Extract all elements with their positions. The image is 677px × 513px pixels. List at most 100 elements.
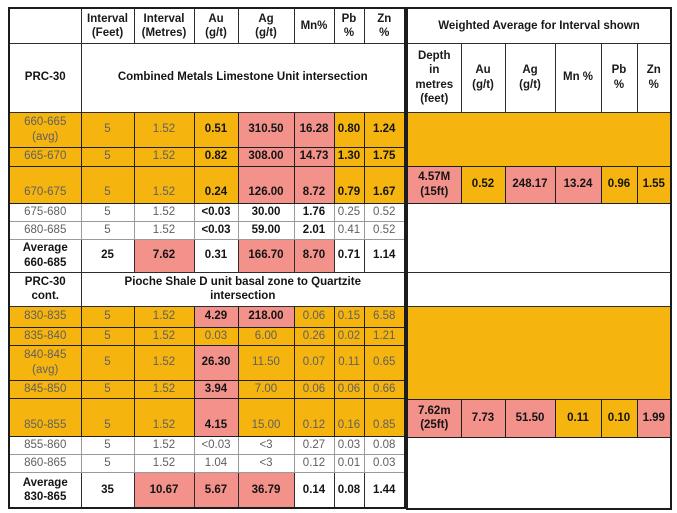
table-row: 845-850 5 1.52 3.94 7.00 0.06 0.06 0.66 (8, 379, 406, 399)
cell-ag-gpt: 59.00 (237, 220, 295, 240)
cell-interval-metres: 1.52 (133, 111, 195, 148)
cell-au-gpt: 4.29 (193, 305, 239, 328)
cell-au-gpt: 5.67 (193, 471, 239, 509)
cell-interval: 860-865 (8, 453, 82, 473)
col-header-interval-metres: Interval (Metres) (133, 7, 195, 44)
table-row: 850-855 5 1.52 4.15 15.00 0.12 0.16 0.85 (8, 397, 406, 437)
cell-interval-feet: 5 (80, 220, 135, 240)
cell-ag-gpt: 308.00 (237, 146, 295, 167)
cell-ag-gpt: 248.17 (504, 165, 556, 204)
cell-ag-gpt: <3 (237, 435, 295, 455)
cell-au-gpt: 0.82 (193, 146, 239, 167)
cell-interval-metres: 1.52 (133, 344, 195, 381)
cell-zn-pct: 0.08 (363, 435, 406, 455)
cell-zn-pct: 0.03 (363, 453, 406, 473)
cell-interval-metres: 7.62 (133, 238, 195, 273)
table-row: 830-835 5 1.52 4.29 218.00 0.06 0.15 6.58 (8, 305, 406, 328)
cell-interval: 660-665 (avg) (8, 111, 82, 148)
cell-mn-pct: 13.24 (554, 165, 602, 204)
cell-au-gpt: 0.51 (193, 111, 239, 148)
cell-interval: 675-680 (8, 202, 82, 222)
cell-au-gpt: <0.03 (193, 435, 239, 455)
weighted-average-title: Weighted Average for Interval shown (406, 7, 672, 44)
cell-pb-pct: 1.30 (333, 146, 365, 167)
table-row: 680-685 5 1.52 <0.03 59.00 2.01 0.41 0.52 (8, 220, 406, 240)
cell-ag-gpt: 36.79 (237, 471, 295, 509)
cell-pb-pct: 0.11 (333, 344, 365, 381)
cell-au-gpt: 0.24 (193, 165, 239, 204)
cell-mn-pct: 0.26 (293, 326, 335, 346)
cell-pb-pct: 0.10 (600, 398, 638, 438)
cell-interval: 830-835 (8, 305, 82, 328)
cell-au-gpt: <0.03 (193, 220, 239, 240)
cell-interval-feet: 5 (80, 397, 135, 437)
table-row: Average 830-865 35 10.67 5.67 36.79 0.14 0.08 1… (8, 471, 406, 509)
weighted-average-row: 4.57M (15ft) 0.52 248.17 13.24 0.96 1.55 (406, 165, 672, 204)
cell-zn-pct: 6.58 (363, 305, 406, 328)
cell-zn-pct: 1.55 (636, 165, 672, 204)
cell-mn-pct: 0.14 (293, 471, 335, 509)
cell-zn-pct: 0.85 (363, 397, 406, 437)
col-header-zn: Zn % (363, 7, 406, 44)
cell-interval: Average 660-685 (8, 238, 82, 273)
spacer-row (406, 436, 672, 510)
cell-interval-metres: 1.52 (133, 305, 195, 328)
cell-interval: 840-845 (avg) (8, 344, 82, 381)
cell-interval: 855-860 (8, 435, 82, 455)
cell-interval: 680-685 (8, 220, 82, 240)
cell-ag-gpt: 15.00 (237, 397, 295, 437)
cell-mn-pct: 0.12 (293, 397, 335, 437)
col-header-au: Au (g/t) (460, 42, 506, 113)
cell-au-gpt: 0.03 (193, 326, 239, 346)
cell-zn-pct: 1.75 (363, 146, 406, 167)
col-header-blank (8, 7, 82, 44)
cell-interval-feet: 5 (80, 305, 135, 328)
col-header-ag: Ag (g/t) (504, 42, 556, 113)
cell-au-gpt: 7.73 (460, 398, 506, 438)
cell-interval-metres: 1.52 (133, 165, 195, 204)
cell-au-gpt: 0.31 (193, 238, 239, 273)
table-row: 860-865 5 1.52 1.04 <3 0.12 0.01 0.03 (8, 453, 406, 473)
cell-interval-feet: 5 (80, 326, 135, 346)
cell-zn-pct: 0.66 (363, 379, 406, 399)
cell-pb-pct: 0.01 (333, 453, 365, 473)
cell-zn-pct: 1.14 (363, 238, 406, 273)
cell-zn-pct: 1.99 (636, 398, 672, 438)
col-header-interval-feet: Interval (Feet) (80, 7, 135, 44)
header-row: Depth in metres (feet) Au (g/t) Ag (g/t) Mn… (406, 42, 672, 113)
cell-pb-pct: 0.06 (333, 379, 365, 399)
cell-interval-feet: 5 (80, 165, 135, 204)
cell-zn-pct: 1.67 (363, 165, 406, 204)
cell-interval-metres: 1.52 (133, 220, 195, 240)
spacer-row (406, 271, 672, 307)
cell-interval-feet: 35 (80, 471, 135, 509)
cell-pb-pct: 0.16 (333, 397, 365, 437)
cell-mn-pct: 2.01 (293, 220, 335, 240)
cell-interval: 665-670 (8, 146, 82, 167)
cell-interval-feet: 5 (80, 202, 135, 222)
cell-ag-gpt: 11.50 (237, 344, 295, 381)
cell-mn-pct: 0.27 (293, 435, 335, 455)
cell-interval-metres: 1.52 (133, 202, 195, 222)
cell-pb-pct: 0.71 (333, 238, 365, 273)
cell-ag-gpt: 310.50 (237, 111, 295, 148)
col-header-depth: Depth in metres (feet) (406, 42, 462, 113)
merged-spacer-cell (406, 436, 672, 510)
cell-mn-pct: 0.06 (293, 379, 335, 399)
header-row: Interval (Feet) Interval (Metres) Au (g/t)… (8, 7, 406, 44)
table-row: 855-860 5 1.52 <0.03 <3 0.27 0.03 0.08 (8, 435, 406, 455)
cell-au-gpt: 26.30 (193, 344, 239, 381)
cell-ag-gpt: 126.00 (237, 165, 295, 204)
col-header-mn: Mn % (554, 42, 602, 113)
merged-spacer-cell (406, 271, 672, 307)
col-header-zn: Zn % (636, 42, 672, 113)
merged-spacer-cell (406, 305, 672, 400)
cell-interval-metres: 1.52 (133, 379, 195, 399)
cell-ag-gpt: 166.70 (237, 238, 295, 273)
col-header-pb: Pb % (333, 7, 365, 44)
cell-interval-feet: 5 (80, 146, 135, 167)
cell-pb-pct: 0.80 (333, 111, 365, 148)
cell-interval-feet: 5 (80, 435, 135, 455)
weighted-average-table: Weighted Average for Interval shown Depth… (406, 7, 673, 510)
